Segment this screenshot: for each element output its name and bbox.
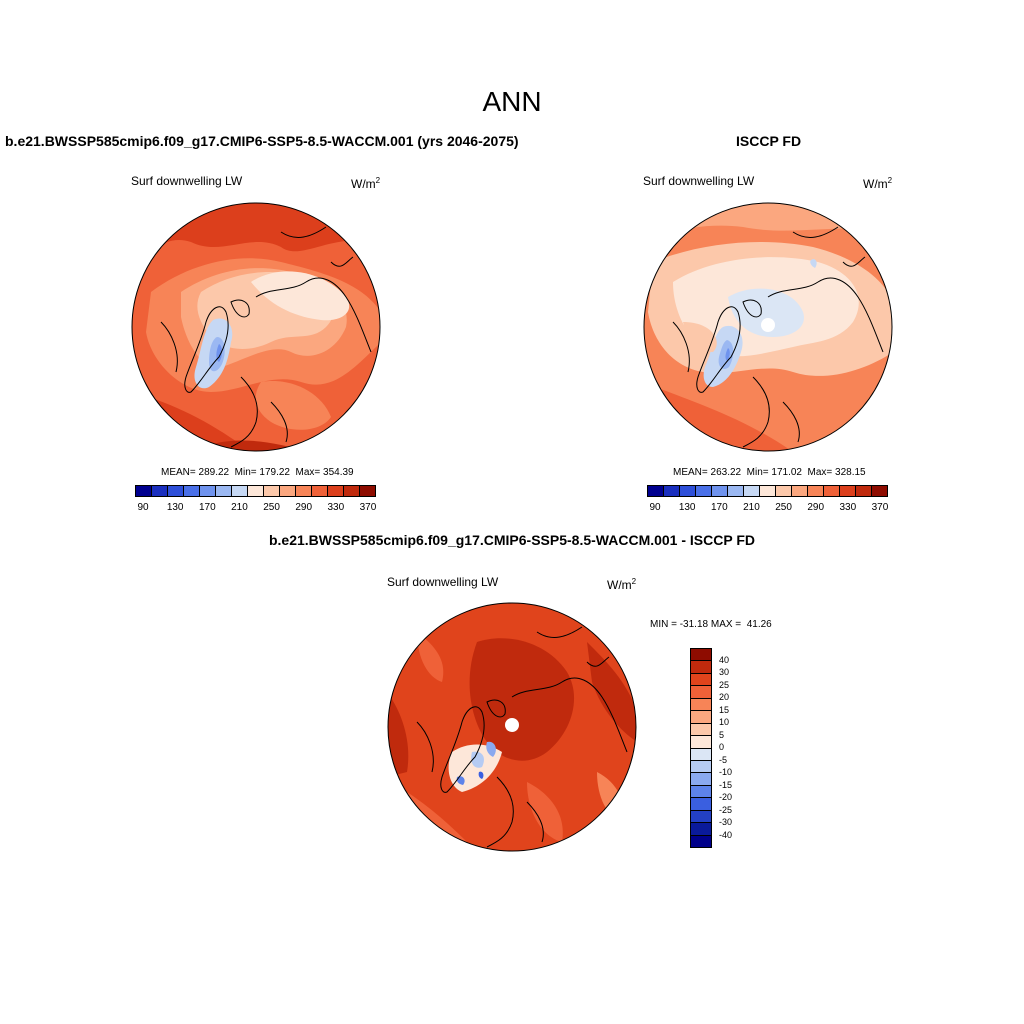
model-polar-map	[131, 202, 381, 452]
model-colorbar-tick-label: 170	[198, 502, 216, 513]
diff-colorbar-swatch	[691, 810, 711, 824]
obs-colorbar-swatch	[840, 486, 856, 496]
model-colorbar-swatch	[184, 486, 200, 496]
model-colorbar-tick-label: 210	[231, 502, 248, 513]
obs-colorbar-swatch	[872, 486, 887, 496]
obs-units-label: W/m2	[863, 176, 893, 191]
diff-colorbar-swatch	[691, 773, 711, 786]
diff-stats: MIN = -31.18 MAX = 41.26	[650, 619, 772, 630]
diff-colorbar-tick-label: 15	[719, 704, 730, 715]
model-colorbar-swatch	[280, 486, 296, 496]
obs-colorbar-tick-label: 210	[743, 502, 760, 513]
obs-colorbar-swatch	[744, 486, 760, 496]
diff-colorbar-swatch	[691, 823, 711, 836]
diff-colorbar-swatch	[691, 723, 711, 737]
diff-variable-label: Surf downwelling LW	[387, 575, 499, 589]
obs-colorbar-swatch	[776, 486, 792, 496]
model-colorbar-swatch	[136, 486, 152, 496]
diff-colorbar-swatch	[691, 798, 711, 811]
model-colorbar-swatch	[296, 486, 312, 496]
diff-colorbar-tick-label: 30	[719, 667, 730, 677]
model-colorbar-swatch	[344, 486, 360, 496]
obs-colorbar-tick-label: 130	[678, 502, 696, 513]
model-stats: MEAN= 289.22 Min= 179.22 Max= 354.39	[161, 467, 354, 478]
model-colorbar-swatch	[168, 486, 184, 496]
diff-colorbar-swatch	[691, 698, 711, 712]
obs-colorbar-swatch	[728, 486, 744, 496]
diff-colorbar-tick-label: 10	[719, 717, 730, 727]
model-colorbar-tick-label: 90	[137, 502, 149, 513]
obs-colorbar-swatch	[664, 486, 680, 496]
diff-units-label: W/m2	[607, 577, 637, 592]
diff-colorbar-swatch	[691, 760, 711, 774]
figure-title: ANN	[482, 86, 542, 117]
model-panel-title: b.e21.BWSSP585cmip6.f09_g17.CMIP6-SSP5-8…	[5, 133, 519, 149]
model-colorbar-tick-label: 330	[327, 502, 345, 513]
model-colorbar	[135, 485, 376, 497]
obs-colorbar-swatch	[680, 486, 696, 496]
obs-colorbar-tick-label: 250	[775, 502, 792, 513]
model-colorbar-swatch	[200, 486, 216, 496]
model-colorbar-swatch	[216, 486, 232, 496]
obs-stats: MEAN= 263.22 Min= 171.02 Max= 328.15	[673, 467, 866, 478]
obs-variable-label: Surf downwelling LW	[643, 174, 755, 188]
obs-colorbar-swatch	[824, 486, 840, 496]
model-colorbar-swatch	[312, 486, 328, 496]
model-colorbar-swatch	[232, 486, 248, 496]
obs-colorbar-swatch	[856, 486, 872, 496]
obs-colorbar-tick-label: 370	[871, 502, 889, 513]
model-units-label: W/m2	[351, 176, 381, 191]
diff-colorbar-tick-label: 0	[719, 742, 725, 752]
diff-colorbar-swatch	[691, 736, 711, 749]
model-colorbar-swatch	[328, 486, 344, 496]
obs-colorbar-swatch	[792, 486, 808, 496]
diff-colorbar-tick-label: -40	[719, 829, 733, 840]
diff-colorbar-tick-label: 40	[719, 654, 730, 665]
diff-colorbar-swatch	[691, 661, 711, 674]
diff-colorbar-tick-label: -15	[719, 779, 733, 790]
obs-colorbar	[647, 485, 888, 497]
diff-colorbar-tick-label: -20	[719, 792, 733, 802]
model-colorbar-tick-label: 370	[359, 502, 377, 513]
diff-colorbar-swatch	[691, 748, 711, 761]
model-colorbar-swatch	[152, 486, 168, 496]
model-colorbar-swatch	[248, 486, 264, 496]
obs-colorbar-swatch	[712, 486, 728, 496]
obs-colorbar-swatch	[808, 486, 824, 496]
diff-colorbar-tick-label: -25	[719, 804, 733, 815]
diff-colorbar-swatch	[691, 711, 711, 724]
diff-colorbar-swatch	[691, 686, 711, 699]
model-variable-label: Surf downwelling LW	[131, 174, 243, 188]
diff-colorbar-tick-label: -30	[719, 817, 733, 827]
diff-colorbar-tick-label: 5	[719, 729, 725, 740]
diff-panel-title: b.e21.BWSSP585cmip6.f09_g17.CMIP6-SSP5-8…	[268, 532, 755, 548]
diff-colorbar-tick-label: 25	[719, 679, 730, 690]
obs-colorbar-tick-label: 330	[839, 502, 857, 513]
model-colorbar-tick-label: 250	[263, 502, 280, 513]
model-colorbar-swatch	[360, 486, 375, 496]
diff-colorbar-swatch	[691, 785, 711, 799]
obs-colorbar-swatch	[760, 486, 776, 496]
obs-colorbar-tick-label: 290	[807, 502, 825, 513]
diff-colorbar-tick-label: -5	[719, 754, 728, 765]
obs-colorbar-tick-label: 170	[710, 502, 728, 513]
model-colorbar-swatch	[264, 486, 280, 496]
model-colorbar-tick-label: 290	[295, 502, 313, 513]
diff-colorbar-swatch	[691, 673, 711, 687]
model-colorbar-tick-label: 130	[166, 502, 184, 513]
diff-polar-map	[387, 602, 637, 852]
diff-colorbar-tick-label: -10	[719, 767, 733, 777]
obs-colorbar-tick-label: 90	[649, 502, 661, 513]
obs-colorbar-swatch	[648, 486, 664, 496]
diff-colorbar-swatch	[691, 649, 711, 662]
obs-panel-title: ISCCP FD	[736, 133, 802, 149]
obs-polar-map	[643, 202, 893, 452]
diff-colorbar	[690, 648, 712, 848]
diff-colorbar-swatch	[691, 835, 711, 847]
obs-colorbar-swatch	[696, 486, 712, 496]
diff-colorbar-tick-label: 20	[719, 692, 730, 702]
